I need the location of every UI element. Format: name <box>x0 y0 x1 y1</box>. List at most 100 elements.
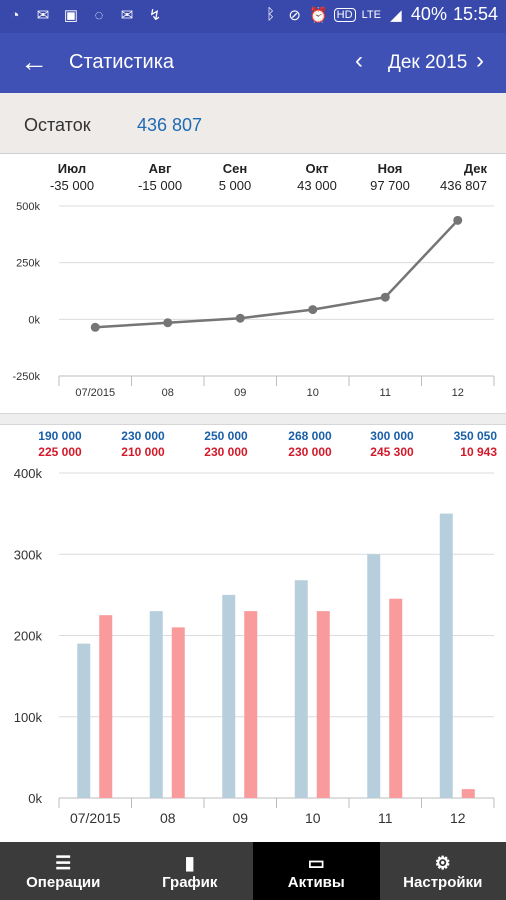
balance-row: Остаток 436 807 <box>0 93 506 154</box>
x-tick-label: 11 <box>380 387 391 399</box>
x-tick-label: 10 <box>307 387 319 399</box>
expense-header-value: 230 000 <box>204 445 248 459</box>
data-point <box>163 318 173 328</box>
y-tick-label: 400k <box>14 466 43 481</box>
data-point <box>235 313 245 323</box>
section-divider <box>0 413 506 425</box>
expense-header-value: 225 000 <box>38 445 82 459</box>
income-expense-bar-chart: 190 000 225 000 230 000 210 000 250 000 230 0… <box>0 424 506 842</box>
income-header-value: 250 000 <box>204 429 248 443</box>
x-tick-label: 08 <box>160 810 176 826</box>
list-icon: ☰ <box>55 852 72 873</box>
expense-bar <box>244 611 258 798</box>
month-header: Июл <box>58 161 86 176</box>
income-bar <box>149 611 163 798</box>
income-bar <box>222 594 236 798</box>
income-header-value: 300 000 <box>370 429 414 443</box>
tab-operations[interactable]: ☰ Операции <box>0 842 127 900</box>
x-tick-label: 08 <box>162 387 174 399</box>
y-tick-label: 0k <box>28 791 42 806</box>
balance-label: Остаток <box>24 115 91 135</box>
income-bar <box>77 643 91 798</box>
y-tick-label: 250k <box>16 258 40 270</box>
expense-header-value: 10 943 <box>460 445 497 459</box>
x-tick-label: 09 <box>232 810 248 826</box>
month-value: 436 807 <box>440 178 487 193</box>
app-icon: ◔ <box>10 6 20 24</box>
data-point <box>90 322 100 332</box>
month-header: Сен <box>223 161 247 176</box>
y-tick-label: -250k <box>12 371 40 383</box>
month-header: Авг <box>149 161 172 176</box>
bar-chart-icon: ▮ <box>184 852 195 873</box>
missed-call-icon: ↯ <box>148 7 162 24</box>
lte-icon: LTE <box>361 8 381 21</box>
balance-series-line <box>95 219 459 329</box>
previous-month-chevron-icon[interactable]: ‹ <box>355 47 363 74</box>
month-value: 43 000 <box>297 178 337 193</box>
tab-label: Операции <box>26 873 101 891</box>
expense-header-value: 230 000 <box>288 445 332 459</box>
x-tick-label: 07/2015 <box>70 810 121 826</box>
expense-header-value: 245 300 <box>370 445 414 459</box>
tab-label: Настройки <box>403 873 483 891</box>
y-tick-label: 500k <box>16 201 40 213</box>
alarm-icon: ⏰ <box>309 6 329 24</box>
income-bar <box>367 554 381 798</box>
status-bar: ◔ ✉ ▣ ◌ ✉ ↯ ᛒ ⊘ ⏰ HD LTE ◢ 40% 15:54 <box>0 0 506 33</box>
income-bar <box>294 580 308 798</box>
bar-chart-svg: 190 000 225 000 230 000 210 000 250 000 230 0… <box>14 429 498 826</box>
y-tick-label: 300k <box>14 547 43 562</box>
expense-bar <box>99 615 113 798</box>
y-tick-label: 200k <box>14 629 43 644</box>
app-bar: ← Статистика ‹ Дек 2015 › <box>0 33 506 93</box>
expense-bar <box>461 789 475 798</box>
month-header: Дек <box>464 161 488 176</box>
expense-bar <box>389 598 403 798</box>
tab-chart[interactable]: ▮ График <box>127 842 254 900</box>
y-tick-label: 100k <box>14 710 43 725</box>
x-tick-label: 10 <box>305 810 321 826</box>
month-value: 5 000 <box>219 178 252 193</box>
month-header: Ноя <box>378 161 403 176</box>
bluetooth-icon: ᛒ <box>266 6 276 23</box>
line-chart-svg: Июл -35 000 Авг -15 000 Сен 5 000 Окт 43 000 Ноя… <box>12 161 495 399</box>
expense-bar <box>171 627 185 798</box>
x-tick-label: 09 <box>234 387 246 399</box>
tab-label: График <box>162 873 218 891</box>
y-tick-label: 0k <box>28 314 40 326</box>
data-point <box>308 305 318 315</box>
card-icon: ▭ <box>307 852 325 873</box>
talk-icon: ◌ <box>94 6 104 24</box>
hd-icon: HD <box>333 7 356 22</box>
period-label: Дек 2015 <box>388 52 468 73</box>
expense-bar <box>316 611 330 798</box>
next-month-chevron-icon[interactable]: › <box>476 47 484 74</box>
bottom-navigation: ☰ Операции ▮ График ▭ Активы ⚙ Настройки <box>0 842 506 900</box>
income-header-value: 350 050 <box>454 429 498 443</box>
month-value: 97 700 <box>370 178 410 193</box>
income-header-value: 230 000 <box>121 429 165 443</box>
back-arrow-icon[interactable]: ← <box>20 46 48 77</box>
clock: 15:54 <box>452 4 498 24</box>
x-tick-label: 12 <box>452 387 464 399</box>
x-tick-label: 11 <box>378 810 393 826</box>
month-value: -15 000 <box>138 178 182 193</box>
x-tick-label: 12 <box>450 810 466 826</box>
income-bar <box>439 513 453 798</box>
expense-header-value: 210 000 <box>121 445 165 459</box>
battery-level: 40% <box>410 4 447 24</box>
tab-assets[interactable]: ▭ Активы <box>253 842 380 900</box>
mail-icon: ✉ <box>120 7 134 24</box>
mute-icon: ⊘ <box>288 6 301 24</box>
tab-settings[interactable]: ⚙ Настройки <box>380 842 506 900</box>
image-icon: ▣ <box>63 7 79 24</box>
income-header-value: 190 000 <box>38 429 82 443</box>
month-value: -35 000 <box>50 178 94 193</box>
settings-icon: ⚙ <box>434 852 451 873</box>
balance-value: 436 807 <box>137 115 203 135</box>
mail-icon: ✉ <box>36 7 50 24</box>
income-header-value: 268 000 <box>288 429 332 443</box>
month-header: Окт <box>306 161 329 176</box>
signal-icon: ◢ <box>390 6 402 24</box>
